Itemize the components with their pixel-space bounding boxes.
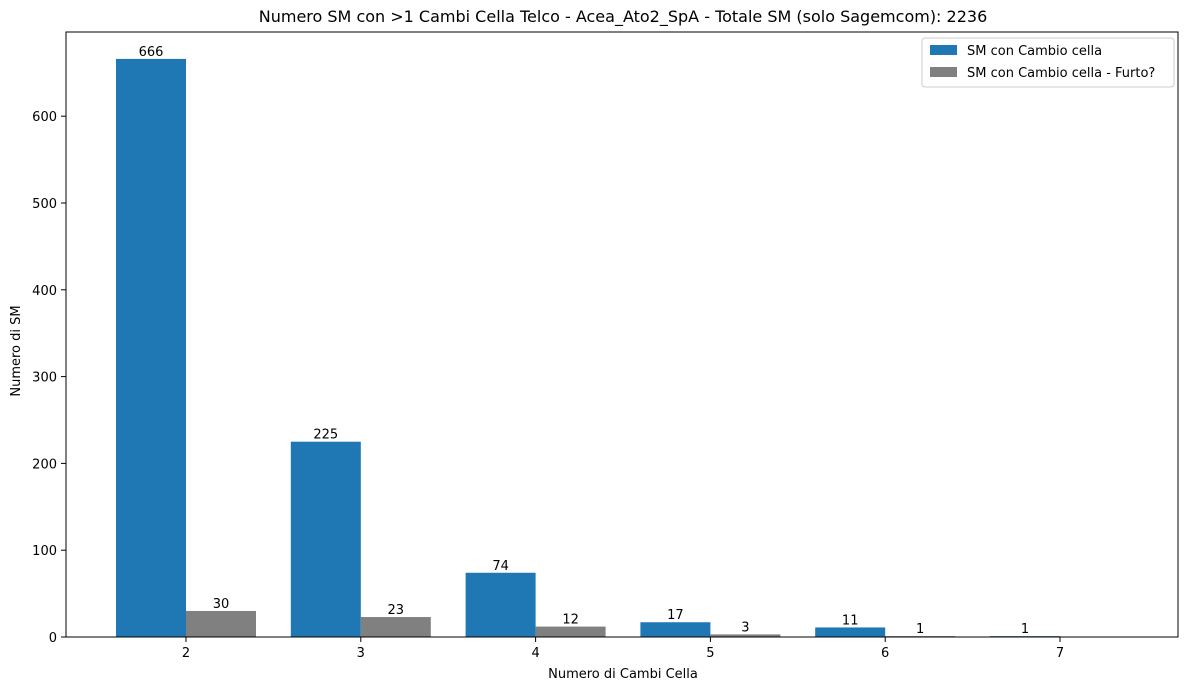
bar-furto-2 <box>186 610 256 637</box>
x-tick-label-2: 2 <box>182 646 190 661</box>
data-label-furto-3: 23 <box>388 603 405 618</box>
data-label-cambio-cella-6: 11 <box>842 613 859 628</box>
y-axis-label: Numero di SM <box>9 305 24 396</box>
y-tick-label-0: 0 <box>49 631 57 646</box>
data-label-cambio-cella-2: 666 <box>139 45 164 60</box>
data-label-furto-2: 30 <box>213 597 230 612</box>
bar-furto-3 <box>360 617 431 637</box>
y-tick-label-600: 600 <box>32 110 57 125</box>
bar-cambio-cella-5 <box>640 622 711 637</box>
x-tick-label-5: 5 <box>706 646 714 661</box>
x-tick-label-6: 6 <box>881 646 889 661</box>
bar-cambio-cella-2 <box>116 58 186 637</box>
x-axis-label: Numero di Cambi Cella <box>548 667 698 682</box>
legend-label-series-2: SM con Cambio cella - Furto? <box>967 66 1155 81</box>
bar-furto-5 <box>710 634 781 637</box>
legend-label-series-1: SM con Cambio cella <box>967 44 1102 59</box>
data-label-furto-5: 3 <box>741 620 749 635</box>
legend: SM con Cambio cella SM con Cambio cella … <box>921 37 1175 88</box>
x-tick-label-7: 7 <box>1056 646 1064 661</box>
data-label-furto-4: 12 <box>562 613 579 628</box>
legend-frame <box>921 37 1175 88</box>
data-label-furto-6: 1 <box>916 622 924 637</box>
y-tick-label-100: 100 <box>32 544 57 559</box>
x-tick-label-3: 3 <box>357 646 365 661</box>
y-tick-label-400: 400 <box>32 284 57 299</box>
bar-cambio-cella-3 <box>290 441 361 637</box>
axes-frame <box>65 31 1179 638</box>
legend-swatch-series-2 <box>930 67 957 77</box>
data-label-cambio-cella-4: 74 <box>492 559 509 574</box>
y-tick-label-500: 500 <box>32 197 57 212</box>
bar-cambio-cella-6 <box>815 627 886 637</box>
bar-furto-4 <box>535 626 606 637</box>
bar-cambio-cella-4 <box>465 572 536 637</box>
legend-swatch-series-1 <box>930 45 957 55</box>
chart-title: Numero SM con >1 Cambi Cella Telco - Ace… <box>259 7 988 27</box>
x-tick-label-4: 4 <box>531 646 539 661</box>
data-label-cambio-cella-7: 1 <box>1021 622 1029 637</box>
data-label-cambio-cella-5: 17 <box>667 608 684 623</box>
data-label-cambio-cella-3: 225 <box>313 428 338 443</box>
y-tick-label-200: 200 <box>32 457 57 472</box>
y-tick-label-300: 300 <box>32 371 57 386</box>
